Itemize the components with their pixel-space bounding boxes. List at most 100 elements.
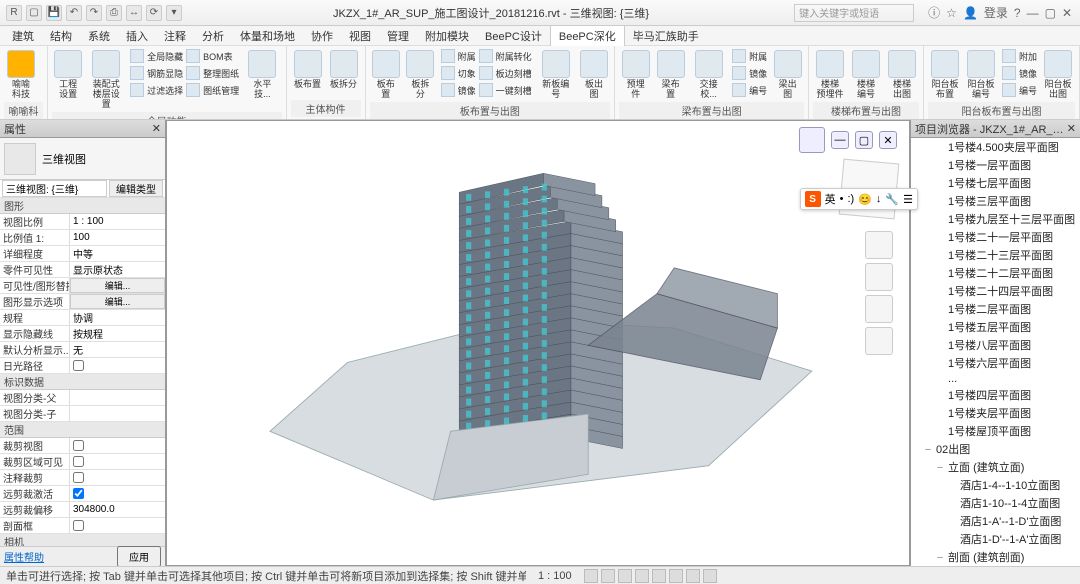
tree-node[interactable]: 1号楼夹层平面图 [911, 404, 1080, 422]
tab-1[interactable]: 结构 [42, 26, 80, 46]
viewport[interactable]: — ▢ ✕ [166, 120, 910, 566]
ribbon-button[interactable]: 楼梯预埋件 [813, 48, 847, 102]
vt1-icon[interactable] [584, 569, 598, 583]
apply-button[interactable]: 应用 [117, 546, 161, 567]
ribbon-small-button[interactable]: 镜像 [730, 65, 769, 81]
user-icon[interactable]: 👤 [963, 6, 978, 20]
close-panel-icon[interactable]: ✕ [152, 122, 161, 135]
tree-node[interactable]: 1号楼七层平面图 [911, 174, 1080, 192]
tree-node[interactable]: 1号楼一层平面图 [911, 156, 1080, 174]
star-icon[interactable]: ☆ [946, 6, 957, 20]
login-link[interactable]: 登录 [984, 4, 1008, 21]
ribbon-small-button[interactable]: 镜像 [1000, 65, 1039, 81]
vt2-icon[interactable] [601, 569, 615, 583]
tab-6[interactable]: 体量和场地 [232, 26, 303, 46]
tab-9[interactable]: 管理 [379, 26, 417, 46]
tree-node[interactable]: 1号楼三层平面图 [911, 192, 1080, 210]
tree-node[interactable]: 1号楼八层平面图 [911, 336, 1080, 354]
ribbon-button[interactable]: 阳台板编号 [964, 48, 998, 102]
qat-save-icon[interactable]: 💾 [46, 5, 62, 21]
qat-print-icon[interactable]: ⎙ [106, 5, 122, 21]
qat-redo-icon[interactable]: ↷ [86, 5, 102, 21]
qat-open-icon[interactable]: ▢ [26, 5, 42, 21]
ribbon-button[interactable]: 梁布置 [654, 48, 687, 102]
tab-3[interactable]: 插入 [118, 26, 156, 46]
help-icon[interactable]: ? [1014, 6, 1021, 20]
vt8-icon[interactable] [703, 569, 717, 583]
steering-wheel-icon[interactable] [865, 231, 893, 259]
close-icon[interactable]: ✕ [1062, 6, 1072, 20]
edit-type-button[interactable]: 编辑类型 [109, 180, 163, 197]
tab-8[interactable]: 视图 [341, 26, 379, 46]
tree-node[interactable]: 1号楼九层至十三层平面图 [911, 210, 1080, 228]
tab-12[interactable]: BeePC深化 [550, 25, 625, 47]
ribbon-button[interactable]: 阳台板布置 [928, 48, 962, 102]
tab-11[interactable]: BeePC设计 [477, 26, 550, 46]
tree-node[interactable]: 酒店1-D'--1-A'立面图 [911, 530, 1080, 548]
tree-node[interactable]: − 立面 (建筑立面) [911, 458, 1080, 476]
tree-node[interactable]: 酒店1-10--1-4立面图 [911, 494, 1080, 512]
close-browser-icon[interactable]: ✕ [1067, 122, 1076, 135]
ribbon-button[interactable]: 装配式楼层设置 [86, 48, 126, 112]
tree-node[interactable]: 1号楼4.500夹层平面图 [911, 138, 1080, 156]
tree-node[interactable]: 1号楼六层平面图 [911, 354, 1080, 372]
instance-combo[interactable]: 三维视图: {三维} [2, 180, 107, 197]
tree-node[interactable]: 1号楼二十三层平面图 [911, 246, 1080, 264]
ribbon-small-button[interactable]: 切象板边刻槽 [439, 65, 534, 81]
ribbon-button[interactable]: 板拆分 [327, 48, 361, 92]
tab-0[interactable]: 建筑 [4, 26, 42, 46]
orbit-icon[interactable] [865, 327, 893, 355]
ribbon-small-button[interactable]: 编号 [730, 82, 769, 98]
tree-node[interactable]: − 剖面 (建筑剖面) [911, 548, 1080, 566]
qat-dim-icon[interactable]: ↔ [126, 5, 142, 21]
type-selector[interactable]: 三维视图 [0, 138, 165, 180]
maximize-icon[interactable]: ▢ [1045, 6, 1056, 20]
vt4-icon[interactable] [635, 569, 649, 583]
ribbon-button[interactable]: 板布置 [291, 48, 325, 92]
vt6-icon[interactable] [669, 569, 683, 583]
vt3-icon[interactable] [618, 569, 632, 583]
ribbon-button[interactable]: 新板编号 [536, 48, 576, 102]
ribbon-button[interactable]: 板出图 [578, 48, 611, 102]
ribbon-button[interactable]: 板布置 [370, 48, 403, 102]
tree-node[interactable]: ... [911, 372, 1080, 386]
ribbon-button[interactable]: 水平技... [243, 48, 281, 102]
tree-node[interactable]: 1号楼五层平面图 [911, 318, 1080, 336]
min-icon[interactable]: — [831, 131, 849, 149]
ribbon-button[interactable]: 楼梯编号 [849, 48, 883, 102]
zoom-icon[interactable] [865, 295, 893, 323]
info-icon[interactable]: ⓘ [928, 4, 940, 21]
app-icon[interactable]: R [6, 5, 22, 21]
help-search-input[interactable]: 键入关键字或短语 [794, 4, 914, 22]
tree-node[interactable]: 1号楼二层平面图 [911, 300, 1080, 318]
tab-13[interactable]: 毕马汇族助手 [625, 26, 707, 46]
ribbon-button[interactable]: 楼梯出图 [885, 48, 919, 102]
ribbon-button[interactable]: 交接校... [689, 48, 728, 102]
qat-more-icon[interactable]: ▾ [166, 5, 182, 21]
ribbon-small-button[interactable]: 过滤选择图纸管理 [128, 82, 241, 98]
vt7-icon[interactable] [686, 569, 700, 583]
tab-5[interactable]: 分析 [194, 26, 232, 46]
ribbon-button[interactable]: 喻喻科技 [4, 48, 38, 102]
tab-2[interactable]: 系统 [80, 26, 118, 46]
minimize-icon[interactable]: — [1027, 6, 1039, 20]
tree-node[interactable]: 酒店1-4--1-10立面图 [911, 476, 1080, 494]
max-icon[interactable]: ▢ [855, 131, 873, 149]
tree-node[interactable]: − 02出图 [911, 440, 1080, 458]
ribbon-button[interactable]: 阳台板出图 [1041, 48, 1075, 102]
ribbon-button[interactable]: 预埋件 [619, 48, 652, 102]
project-tree[interactable]: 1号楼4.500夹层平面图 1号楼一层平面图 1号楼七层平面图 1号楼三层平面图… [911, 138, 1080, 566]
ribbon-small-button[interactable]: 镜像一键刻槽 [439, 82, 534, 98]
tree-node[interactable]: 1号楼二十一层平面图 [911, 228, 1080, 246]
closev-icon[interactable]: ✕ [879, 131, 897, 149]
tab-4[interactable]: 注释 [156, 26, 194, 46]
ribbon-small-button[interactable]: 附属附属转化 [439, 48, 534, 64]
properties-help-link[interactable]: 属性帮助 [4, 549, 44, 564]
qat-sync-icon[interactable]: ⟳ [146, 5, 162, 21]
ime-toolbar[interactable]: S英•:)😊↓🔧☰ [800, 188, 918, 210]
tab-7[interactable]: 协作 [303, 26, 341, 46]
tree-node[interactable]: 1号楼二十二层平面图 [911, 264, 1080, 282]
vt5-icon[interactable] [652, 569, 666, 583]
ribbon-button[interactable]: 工程设置 [52, 48, 84, 102]
ribbon-small-button[interactable]: 附加 [1000, 48, 1039, 64]
